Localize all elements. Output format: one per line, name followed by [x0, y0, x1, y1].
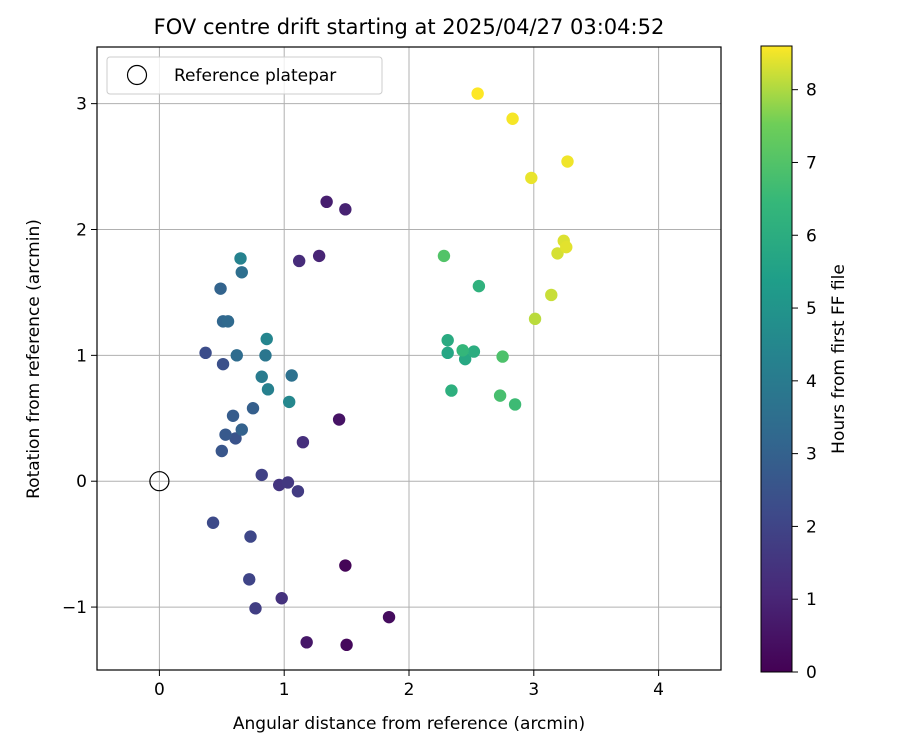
data-point [493, 389, 507, 402]
data-point [441, 346, 454, 360]
data-point [560, 240, 573, 254]
x-tick-label: 1 [279, 680, 290, 700]
data-point [332, 413, 346, 426]
chart-title: FOV centre drift starting at 2025/04/27 … [154, 15, 665, 39]
data-point [235, 423, 248, 436]
y-axis-ticks: −1 0 1 2 3 [62, 95, 97, 618]
data-point [199, 346, 212, 360]
y-tick-label: 2 [76, 220, 87, 240]
data-point [296, 435, 310, 449]
data-point [441, 334, 454, 347]
colorbar-label: Hours from first FF file [829, 264, 849, 454]
colorbar-tick-label: 2 [806, 517, 817, 537]
data-point [382, 610, 396, 624]
reference-point [149, 471, 170, 492]
data-point [226, 409, 240, 422]
data-point [234, 252, 247, 265]
data-point [437, 249, 451, 263]
data-point [471, 87, 484, 100]
data-point [261, 383, 275, 396]
colorbar-tick-label: 7 [806, 153, 817, 173]
x-tick-label: 2 [404, 680, 415, 700]
data-point [528, 312, 542, 326]
data-point [472, 279, 486, 293]
legend: Reference platepar [106, 56, 383, 95]
colorbar-gradient [761, 46, 792, 672]
data-point [244, 530, 257, 543]
colorbar-tick-label: 4 [806, 372, 817, 392]
colorbar-tick-label: 0 [806, 663, 817, 683]
legend-entry: Reference platepar [174, 66, 336, 86]
x-axis-ticks: 0 1 2 3 4 [154, 670, 664, 700]
colorbar-tick-label: 8 [806, 81, 817, 101]
y-tick-label: 0 [76, 472, 87, 492]
data-point [214, 282, 227, 295]
x-tick-label: 4 [653, 680, 664, 700]
y-tick-label: 3 [76, 95, 87, 115]
data-point [496, 350, 509, 363]
data-point [545, 288, 558, 302]
x-axis-label: Angular distance from reference (arcmin) [233, 714, 585, 734]
legend-marker [126, 64, 148, 86]
y-axis-label: Rotation from reference (arcmin) [24, 219, 44, 499]
x-tick-label: 3 [528, 680, 539, 700]
colorbar-tick-label: 3 [806, 445, 817, 465]
colorbar-ticks: 0 1 2 3 4 5 6 7 8 [792, 81, 817, 683]
data-point [235, 266, 248, 279]
data-point [249, 602, 262, 615]
data-point [292, 254, 306, 268]
data-point [281, 476, 295, 489]
data-point [221, 315, 235, 328]
data-point [339, 559, 352, 572]
data-points [199, 87, 574, 652]
data-point [320, 195, 333, 209]
data-point [215, 444, 228, 458]
colorbar-tick-label: 6 [806, 226, 817, 246]
data-point [508, 398, 522, 411]
data-point [275, 592, 288, 605]
reference-marker [149, 471, 170, 492]
data-point [216, 357, 230, 371]
data-point [506, 112, 519, 125]
data-point [260, 332, 273, 346]
data-point [282, 395, 296, 409]
data-point [255, 370, 268, 383]
data-point [243, 573, 256, 586]
colorbar: 0 1 2 3 4 5 6 7 8 Hours from first FF file [760, 45, 849, 683]
data-point [551, 247, 564, 260]
data-point [456, 344, 469, 357]
data-point [340, 638, 353, 652]
data-point [291, 485, 305, 498]
data-point [339, 203, 352, 216]
colorbar-tick-label: 1 [806, 590, 817, 610]
y-tick-label: −1 [62, 598, 87, 618]
colorbar-tick-label: 5 [806, 299, 817, 319]
colorbar-frame [760, 45, 793, 673]
data-point [445, 384, 458, 397]
data-point [467, 345, 481, 358]
data-point [312, 249, 326, 263]
y-tick-label: 1 [76, 346, 87, 366]
data-point [525, 171, 538, 185]
data-point [206, 516, 220, 529]
data-point [229, 432, 242, 445]
data-point [219, 428, 232, 441]
grid-lines [97, 47, 721, 670]
x-tick-label: 0 [154, 680, 165, 700]
data-point [246, 402, 260, 415]
data-point [561, 155, 574, 168]
data-point [259, 349, 272, 362]
data-point [285, 369, 298, 382]
data-point [230, 349, 243, 362]
data-point [255, 468, 268, 482]
legend-box [106, 56, 383, 95]
data-point [300, 636, 313, 649]
